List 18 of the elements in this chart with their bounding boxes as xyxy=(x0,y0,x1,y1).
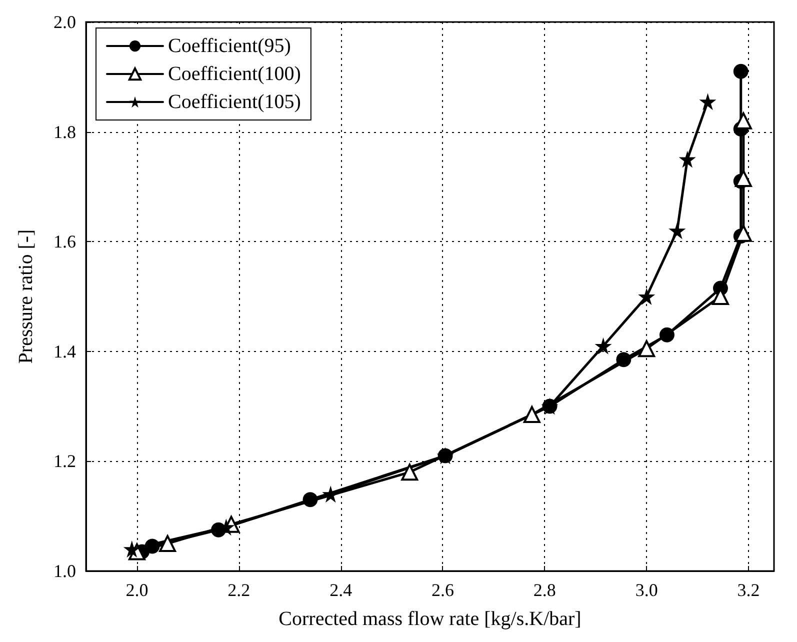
legend-label: Coefficient(95) xyxy=(168,35,291,57)
x-tick-label: 2.0 xyxy=(126,580,148,600)
y-tick-label: 1.8 xyxy=(54,122,76,142)
y-tick-label: 1.0 xyxy=(54,561,76,581)
y-axis-title: Pressure ratio [-] xyxy=(15,229,37,364)
x-tick-label: 3.2 xyxy=(737,580,760,600)
x-tick-label: 2.6 xyxy=(431,580,454,600)
y-tick-label: 1.4 xyxy=(54,341,76,362)
legend-label: Coefficient(105) xyxy=(168,91,301,113)
legend-label: Coefficient(100) xyxy=(168,63,301,85)
x-tick-label: 2.8 xyxy=(533,580,556,600)
x-tick-label: 2.4 xyxy=(330,580,352,600)
y-tick-label: 2.0 xyxy=(54,12,76,32)
x-tick-label: 3.0 xyxy=(635,580,658,600)
y-tick-label: 1.2 xyxy=(54,451,76,472)
x-tick-label: 2.2 xyxy=(228,580,250,600)
x-axis-title: Corrected mass flow rate [kg/s.K/bar] xyxy=(278,608,582,630)
y-tick-label: 1.6 xyxy=(54,232,76,252)
